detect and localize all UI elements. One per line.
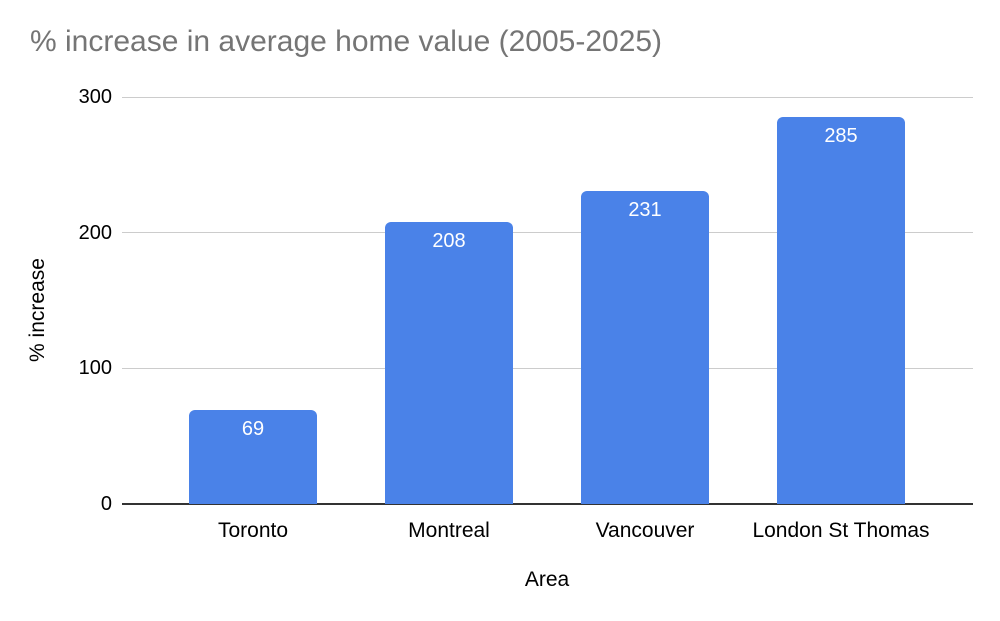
x-tick-label-vancouver: Vancouver	[595, 519, 695, 542]
gridline-300	[122, 96, 973, 98]
x-tick-label-toronto: Toronto	[217, 519, 289, 542]
plot-area	[122, 96, 973, 505]
y-tick-label-0: 0	[100, 493, 112, 515]
bar-slot: 231	[547, 97, 743, 504]
x-axis-line	[122, 503, 973, 505]
gridline-100	[122, 367, 973, 369]
bar-montreal: 208	[385, 221, 513, 504]
bar-value-label: 208	[432, 229, 466, 252]
bar-toronto: 69	[189, 410, 317, 504]
bar-value-label: 231	[628, 198, 662, 221]
y-axis-title: % increase	[26, 258, 49, 362]
bar-slot: 69	[155, 97, 351, 504]
bar-value-label: 69	[241, 418, 265, 441]
bar-london-st-thomas: 285	[777, 117, 905, 504]
y-tick-label-100: 100	[78, 357, 112, 380]
y-tick-label-300: 300	[78, 86, 112, 108]
x-tick-label-montreal: Montreal	[408, 519, 490, 542]
bar-slot: 285	[743, 97, 939, 504]
gridline-200	[122, 232, 973, 234]
y-tick-label-200: 200	[78, 221, 112, 244]
x-labels-row: Toronto Montreal Vancouver London St Thomas	[155, 518, 939, 543]
x-tick-label-london-st-thomas: London St Thomas	[752, 519, 930, 542]
bars-layer: 69 208 231 285	[155, 97, 939, 504]
bar-vancouver: 231	[581, 190, 709, 504]
x-axis-title: Area	[524, 568, 570, 591]
bar-value-label: 285	[824, 125, 858, 148]
bar-slot: 208	[351, 97, 547, 504]
chart-title: % increase in average home value (2005-2…	[30, 25, 663, 58]
